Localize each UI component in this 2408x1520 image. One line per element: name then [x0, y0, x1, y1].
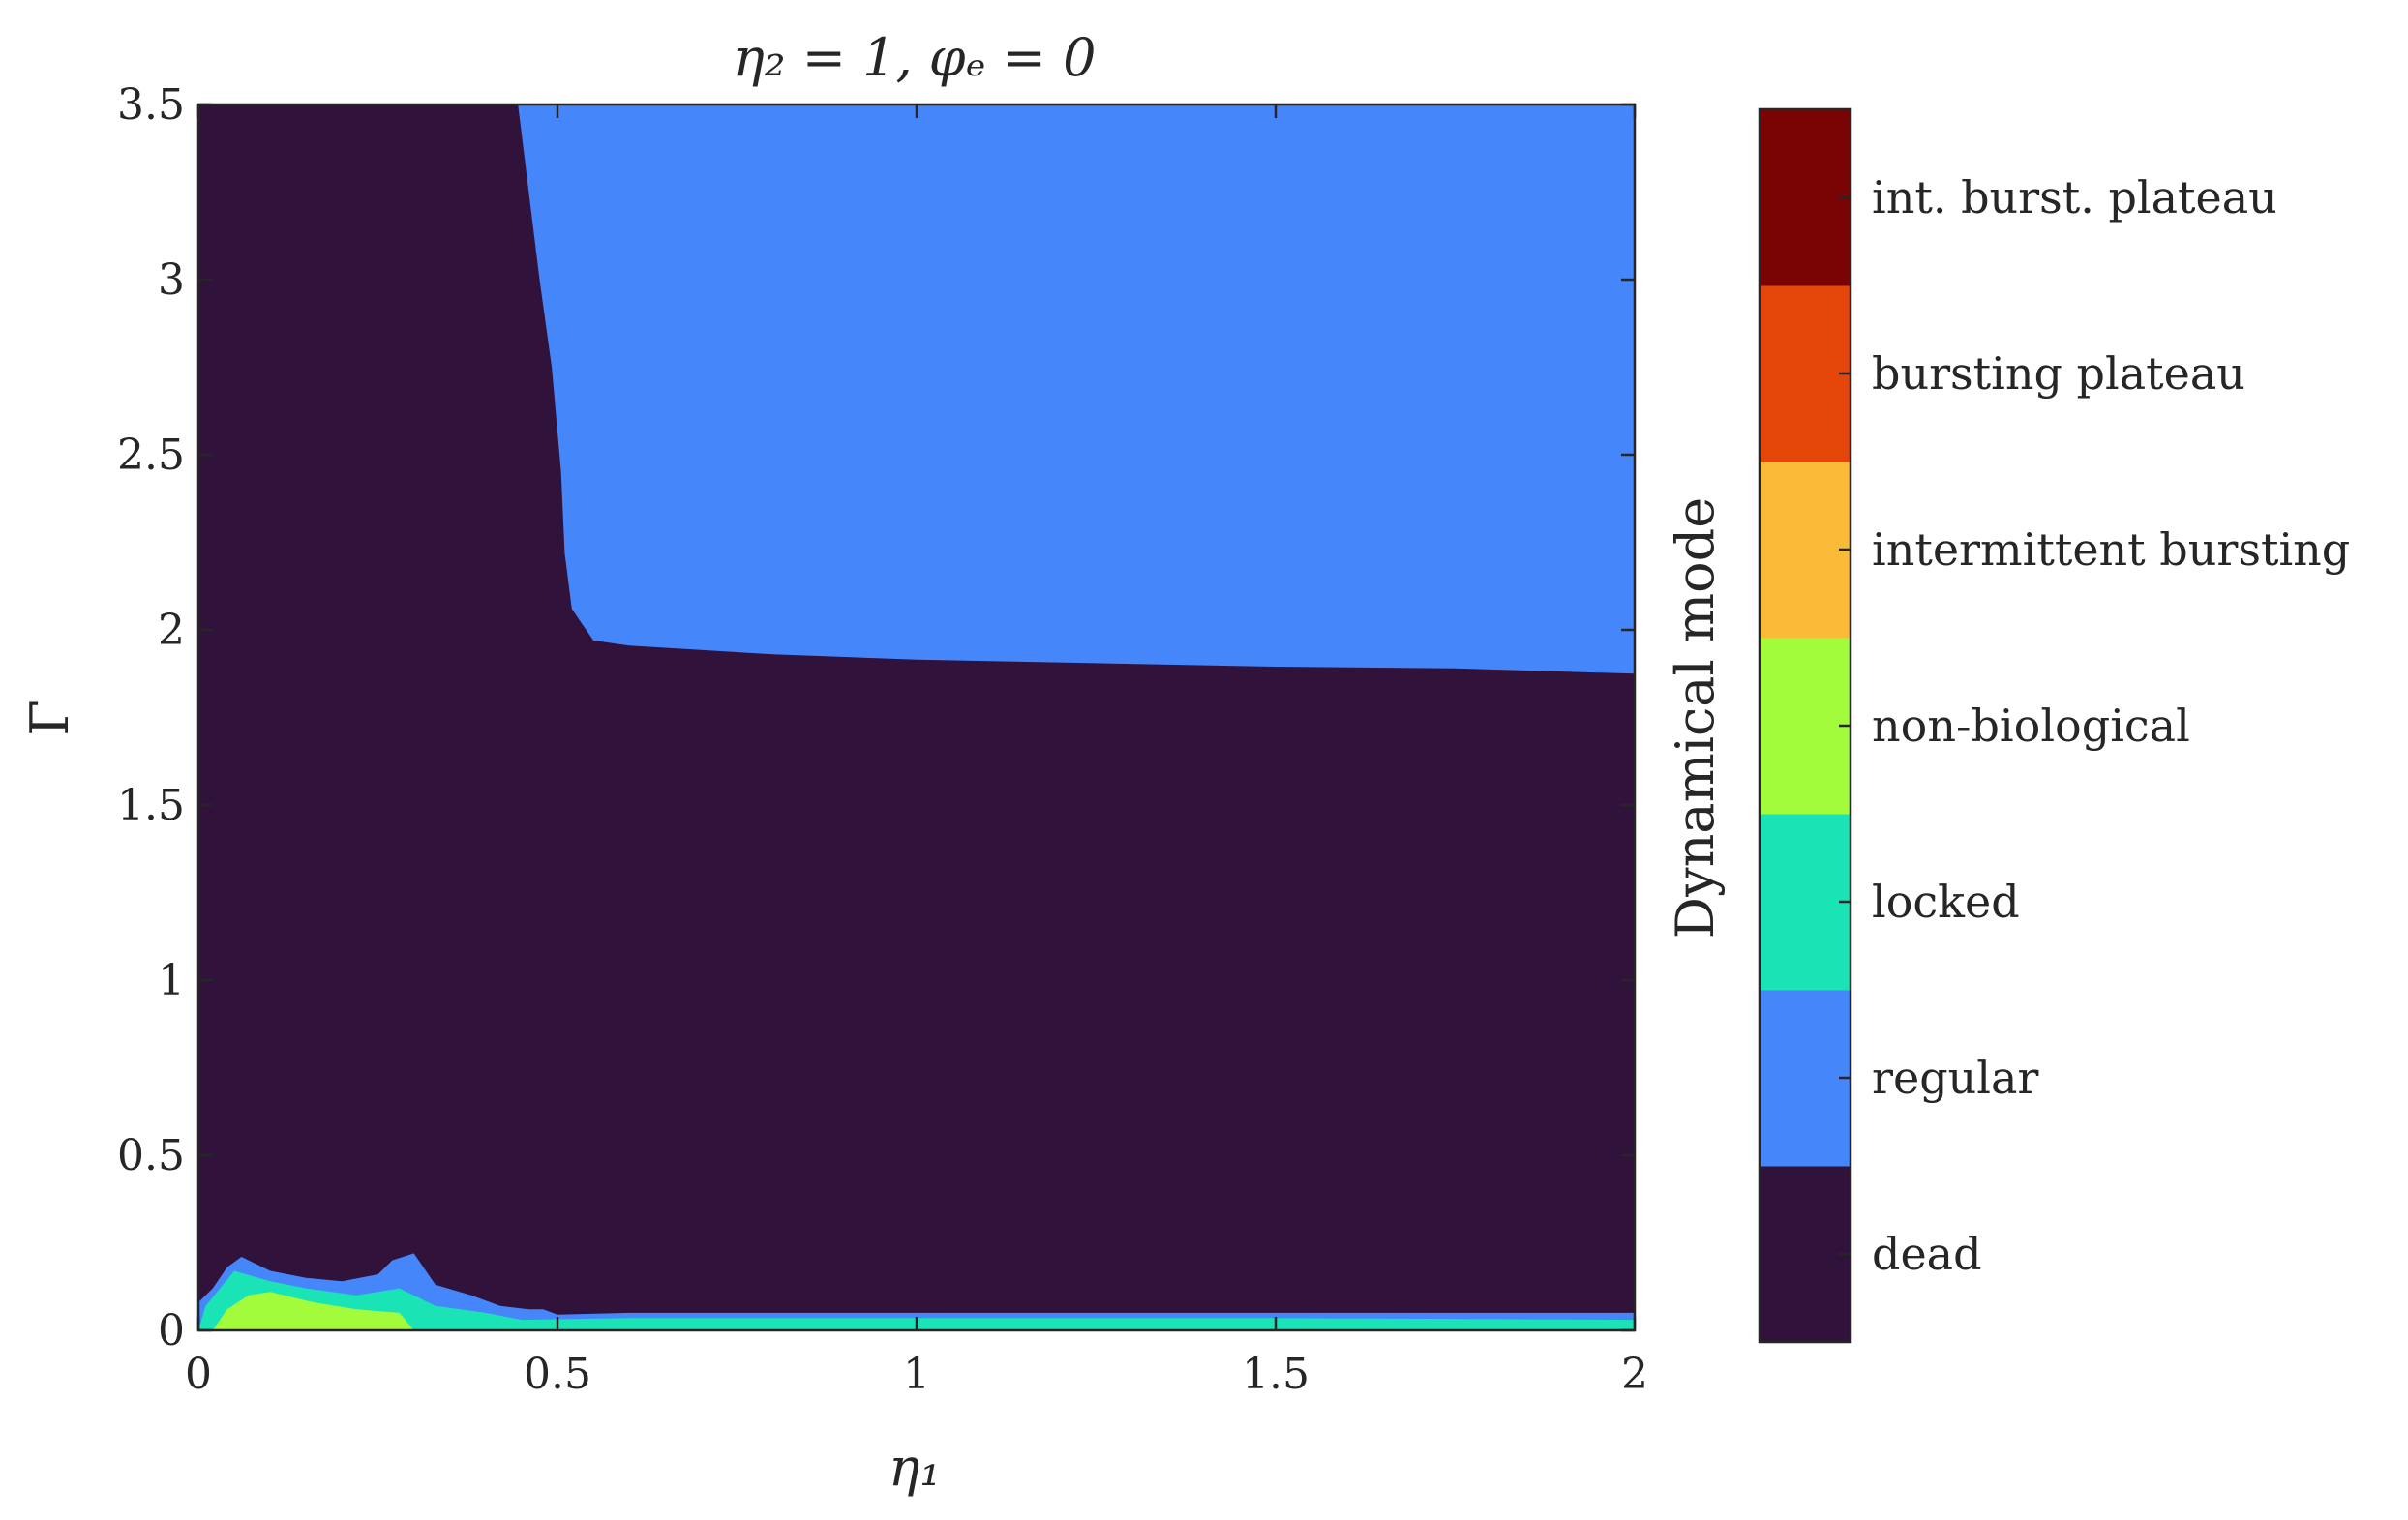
- colorbar-label-bursting-plateau: bursting plateau: [1872, 347, 2245, 400]
- chart-title: η₂ = 1, φₑ = 0: [734, 27, 1097, 88]
- colorbar-swatches: [1760, 109, 1851, 1343]
- colorbar-swatch-int-burst-plateau: [1760, 109, 1851, 286]
- y-axis-ticks: 0 0.5 1 1.5 2 2.5 3 3.5: [117, 80, 1635, 1356]
- colorbar-swatch-locked: [1760, 814, 1851, 991]
- heatmap-plot-area: 0 0.5 1 1.5 2 0 0.5 1 1.5 2 2.5 3 3.5: [117, 80, 1648, 1399]
- y-tick-label: 2: [158, 606, 185, 655]
- colorbar-label-non-biological: non-biological: [1872, 700, 2190, 752]
- y-axis-label: Γ: [19, 700, 80, 735]
- colorbar-label-int-burst-plateau: int. burst. plateau: [1872, 171, 2277, 224]
- colorbar-label-intermittent-bursting: intermittent bursting: [1872, 523, 2350, 576]
- region-non-biological-3: [212, 1292, 414, 1330]
- y-tick-label: 0: [158, 1306, 185, 1356]
- y-tick-label: 3: [158, 255, 185, 305]
- x-axis-ticks: 0 0.5 1 1.5 2: [185, 104, 1648, 1399]
- y-tick-label: 1.5: [117, 781, 185, 830]
- x-tick-label: 1.5: [1242, 1350, 1309, 1399]
- x-tick-label: 1: [903, 1350, 930, 1399]
- colorbar-label-regular: regular: [1872, 1052, 2038, 1104]
- colorbar-label-locked: locked: [1872, 876, 2020, 928]
- colorbar-swatch-dead: [1760, 1166, 1851, 1343]
- y-tick-label: 1: [158, 956, 185, 1005]
- y-tick-label: 2.5: [117, 431, 185, 480]
- x-tick-label: 0: [185, 1350, 212, 1399]
- region-regular-0: [518, 104, 1636, 674]
- y-tick-label: 3.5: [117, 80, 185, 130]
- colorbar-swatch-regular: [1760, 990, 1851, 1167]
- heatmap-regions: [198, 104, 1636, 1330]
- colorbar-swatch-non-biological: [1760, 638, 1851, 815]
- x-tick-label: 0.5: [524, 1350, 591, 1399]
- colorbar-swatch-intermittent-bursting: [1760, 462, 1851, 639]
- y-tick-label: 0.5: [117, 1131, 185, 1180]
- colorbar: dead regular locked non-biological intermitt…: [1758, 107, 2350, 1344]
- colorbar-swatch-bursting-plateau: [1760, 285, 1851, 462]
- colorbar-labels: dead regular locked non-biological intermitt…: [1839, 171, 2350, 1280]
- x-tick-label: 2: [1621, 1350, 1648, 1399]
- colorbar-title: Dynamical mode: [1665, 497, 1726, 939]
- x-axis-label: η₁: [888, 1437, 941, 1498]
- colorbar-label-dead: dead: [1872, 1228, 1982, 1280]
